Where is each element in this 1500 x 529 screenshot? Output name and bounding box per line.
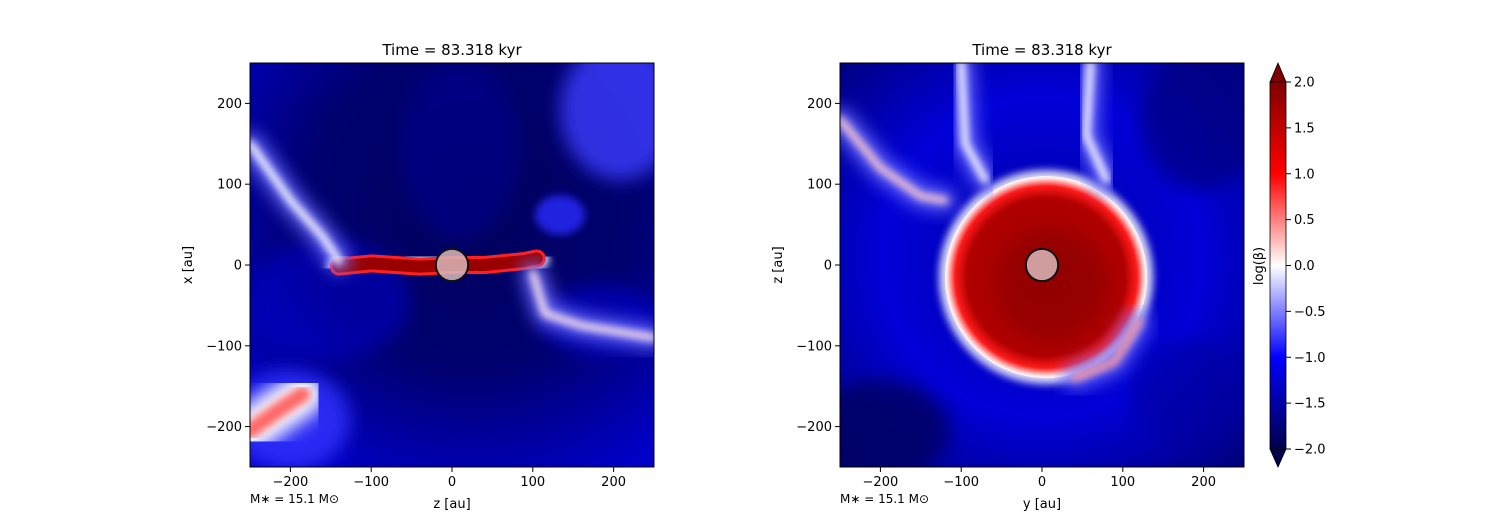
filament-feature: [840, 116, 949, 204]
x-tick-label: 100: [520, 475, 545, 490]
y-tick-label: −100: [796, 339, 832, 354]
filament-feature: [250, 140, 343, 265]
y-tick-label: 200: [807, 97, 832, 112]
colorbar: 2.0 1.5 1.0 0.5 0.0 −0.5 −1.0 −1.5 −2.0 log(β): [1252, 61, 1326, 468]
filament-feature: [1070, 318, 1143, 382]
field-structure: [840, 63, 1244, 467]
chart-title: Time = 83.318 kyr: [971, 41, 1112, 59]
x-axis-label: z [au]: [433, 497, 470, 512]
filament-feature: [1082, 63, 1111, 184]
y-tick-label: 0: [824, 259, 832, 274]
y-tick-label: −200: [206, 420, 242, 435]
bubble-core: [996, 229, 1108, 341]
x-tick-label: 200: [601, 475, 626, 490]
colorbar-bar: [1269, 81, 1287, 450]
x-tick-label: 0: [1038, 475, 1046, 490]
colorbar-extend-max: [1269, 61, 1287, 83]
colorbar-tick-label: −0.5: [1294, 305, 1326, 320]
chart-title: Time = 83.318 kyr: [381, 41, 522, 59]
field-structure: [250, 63, 654, 467]
y-tick-label: 200: [217, 97, 242, 112]
colorbar-tick-label: 1.5: [1294, 121, 1315, 136]
x-tick-label: −100: [353, 475, 389, 490]
y-tick-label: 100: [807, 178, 832, 193]
star-marker: [434, 247, 470, 283]
colorbar-tick-label: 2.0: [1294, 76, 1315, 91]
colorbar-tick-label: 1.0: [1294, 167, 1315, 182]
y-axis-label: z [au]: [771, 246, 786, 283]
x-tick-label: −200: [863, 475, 899, 490]
filament-feature: [529, 269, 654, 342]
blob-feature: [250, 386, 311, 439]
x-tick-label: −200: [273, 475, 309, 490]
y-tick-label: −100: [206, 339, 242, 354]
star-marker: [1024, 247, 1060, 283]
colorbar-tick-label: −2.0: [1294, 443, 1326, 458]
colorbar-tick-label: 0.5: [1294, 213, 1315, 228]
y-tick-label: 0: [234, 259, 242, 274]
x-tick-label: 100: [1110, 475, 1135, 490]
colorbar-tick-label: −1.0: [1294, 351, 1326, 366]
y-tick-label: 100: [217, 178, 242, 193]
x-tick-label: −100: [943, 475, 979, 490]
y-axis-label: x [au]: [181, 246, 196, 284]
x-axis-label: y [au]: [1023, 497, 1061, 512]
filament-feature: [957, 63, 989, 184]
colorbar-tick-label: −1.5: [1294, 397, 1326, 412]
panel-right: −200 −100 0 100 200 −200 −100 0 100 200 Time = 83.…: [771, 41, 1245, 512]
y-tick-label: −200: [796, 420, 832, 435]
colorbar-tick-label: 0.0: [1294, 259, 1315, 274]
colorbar-extend-min: [1269, 448, 1287, 468]
x-tick-label: 200: [1191, 475, 1216, 490]
mass-annotation: M∗ = 15.1 M⊙: [840, 492, 929, 506]
colorbar-label: log(β): [1252, 247, 1267, 285]
x-tick-label: 0: [448, 475, 456, 490]
panel-left: −200 −100 0 100 200 −200 −100 0 100 200 Time = 83.…: [181, 41, 655, 512]
mass-annotation: M∗ = 15.1 M⊙: [250, 492, 339, 506]
